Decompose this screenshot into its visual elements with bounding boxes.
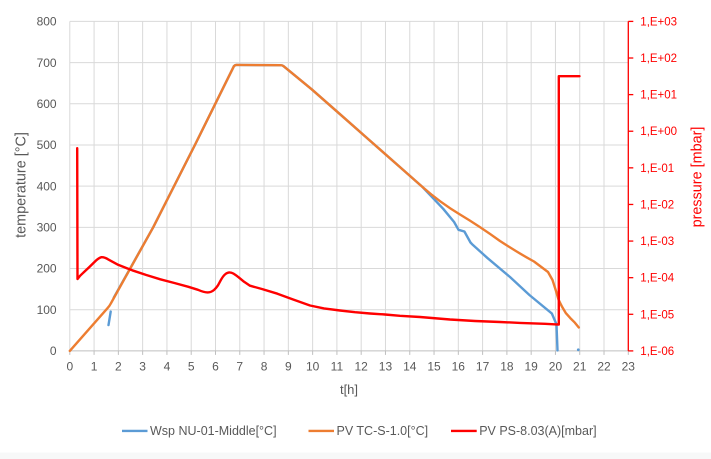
svg-text:8: 8 <box>261 359 268 373</box>
svg-text:Wsp NU-01-Middle[°C]: Wsp NU-01-Middle[°C] <box>150 424 277 438</box>
svg-text:21: 21 <box>573 359 587 373</box>
svg-text:200: 200 <box>37 262 57 276</box>
svg-text:23: 23 <box>622 359 636 373</box>
svg-text:100: 100 <box>37 303 57 317</box>
svg-text:pressure [mbar]: pressure [mbar] <box>690 127 706 228</box>
svg-text:2: 2 <box>115 359 122 373</box>
svg-text:0: 0 <box>66 359 73 373</box>
svg-text:6: 6 <box>212 359 219 373</box>
svg-text:11: 11 <box>331 359 344 373</box>
svg-text:1,E-02: 1,E-02 <box>640 199 674 211</box>
svg-text:12: 12 <box>355 359 369 373</box>
svg-text:1,E+01: 1,E+01 <box>640 90 677 102</box>
svg-text:5: 5 <box>188 359 195 373</box>
svg-text:1,E-03: 1,E-03 <box>640 236 674 248</box>
svg-text:18: 18 <box>500 359 514 373</box>
svg-text:13: 13 <box>379 359 393 373</box>
svg-text:20: 20 <box>549 359 563 373</box>
svg-text:1,E-01: 1,E-01 <box>640 163 674 175</box>
svg-text:1,E+02: 1,E+02 <box>640 53 677 65</box>
svg-text:7: 7 <box>236 359 243 373</box>
svg-text:1,E-04: 1,E-04 <box>640 273 674 285</box>
svg-text:PV PS-8.03(A)[mbar]: PV PS-8.03(A)[mbar] <box>479 424 596 438</box>
svg-text:PV TC-S-1.0[°C]: PV TC-S-1.0[°C] <box>337 424 429 438</box>
svg-text:4: 4 <box>164 359 171 373</box>
svg-text:0: 0 <box>50 344 57 358</box>
svg-text:1: 1 <box>91 359 98 373</box>
svg-text:600: 600 <box>37 97 57 111</box>
svg-text:t[h]: t[h] <box>340 382 358 397</box>
svg-text:800: 800 <box>37 15 57 29</box>
svg-text:400: 400 <box>37 179 57 193</box>
svg-text:1,E+00: 1,E+00 <box>640 126 677 138</box>
svg-text:3: 3 <box>139 359 146 373</box>
svg-text:22: 22 <box>597 359 611 373</box>
svg-text:14: 14 <box>403 359 417 373</box>
svg-text:9: 9 <box>285 359 292 373</box>
svg-text:16: 16 <box>452 359 466 373</box>
svg-text:19: 19 <box>524 359 538 373</box>
svg-text:17: 17 <box>476 359 490 373</box>
svg-text:1,E-06: 1,E-06 <box>640 346 674 358</box>
svg-text:temperature [°C]: temperature [°C] <box>14 132 30 238</box>
svg-text:10: 10 <box>306 359 320 373</box>
svg-text:700: 700 <box>37 56 57 70</box>
svg-text:300: 300 <box>37 221 57 235</box>
svg-text:15: 15 <box>427 359 441 373</box>
svg-text:1,E+03: 1,E+03 <box>640 16 677 28</box>
svg-text:500: 500 <box>37 138 57 152</box>
svg-text:1,E-05: 1,E-05 <box>640 309 674 321</box>
